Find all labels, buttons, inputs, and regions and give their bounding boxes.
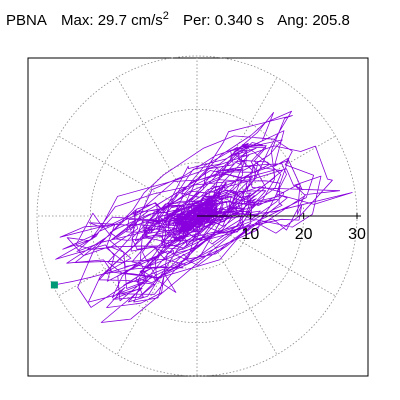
radial-tick-label-20: 20 <box>295 226 313 243</box>
grid-spoke-330 <box>196 215 336 297</box>
plot-header: PBNA Max: 29.7 cm/s2 Per: 0.340 s Ang: 2… <box>6 10 350 29</box>
max-value: 29.7 cm/s <box>97 12 163 29</box>
grid-spoke-120 <box>116 77 198 217</box>
peak-marker-group <box>50 281 58 289</box>
orbit-trace-path <box>55 110 353 323</box>
grid-spoke-300 <box>196 215 278 355</box>
grid-spoke-150 <box>58 135 198 217</box>
grid-spoke-210 <box>58 215 198 297</box>
radial-tick-label-10: 10 <box>241 226 259 243</box>
angle-label: Ang: <box>277 12 309 29</box>
grid-spoke-60 <box>196 77 278 217</box>
period-label: Per: <box>183 12 211 29</box>
orbit-trace <box>54 110 353 323</box>
angle-value: 205.8 <box>312 12 350 29</box>
grid-spoke-240 <box>116 215 198 355</box>
max-label: Max: <box>61 12 94 29</box>
station-code: PBNA <box>6 12 47 29</box>
radial-tick-label-30: 30 <box>348 226 366 243</box>
peak-approach-trace <box>54 255 158 286</box>
period-value: 0.340 s <box>214 12 264 29</box>
radial-tick-labels: 10 20 30 <box>241 213 366 243</box>
max-unit-exponent: 2 <box>162 10 169 22</box>
peak-marker <box>50 281 58 289</box>
grid-spoke-30 <box>196 135 336 217</box>
